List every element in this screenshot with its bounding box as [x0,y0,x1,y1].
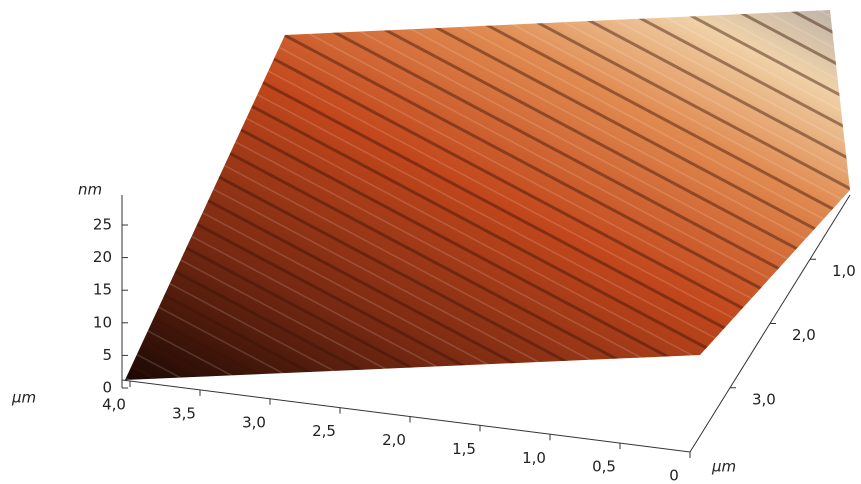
x-tick-label: 2,5 [312,422,336,440]
x-tick-label: 4,0 [102,396,126,414]
chart: nm µm µm 0 5 10 15 20 25 4,0 3,5 3,0 2,5 2,0 1,5 1,0… [0,0,861,484]
x-tick-label: 3,5 [172,404,196,422]
x-axis-label: µm [11,389,36,407]
surface [0,0,861,484]
z-tick-label: 0 [102,379,112,397]
z-tick-label: 5 [102,346,112,364]
x-tick-label: 0 [669,467,679,484]
z-tick-label: 15 [93,281,112,299]
x-tick-label: 1,0 [522,449,546,467]
z-tick-label: 25 [93,216,112,234]
x-tick-label: 2,0 [382,431,406,449]
x-tick-label: 1,5 [452,440,476,458]
z-axis-label: nm [78,181,102,199]
x-tick-label: 3,0 [242,413,266,431]
z-tick-label: 10 [93,313,112,331]
x-axis [122,380,690,452]
z-tick-label: 20 [93,248,112,266]
y-tick-label: 2,0 [792,326,816,344]
y-tick-label: 3,0 [752,390,776,408]
x-tick-label: 0,5 [592,458,616,476]
y-tick-label: 1,0 [832,262,856,280]
y-axis-label: µm [711,458,736,476]
